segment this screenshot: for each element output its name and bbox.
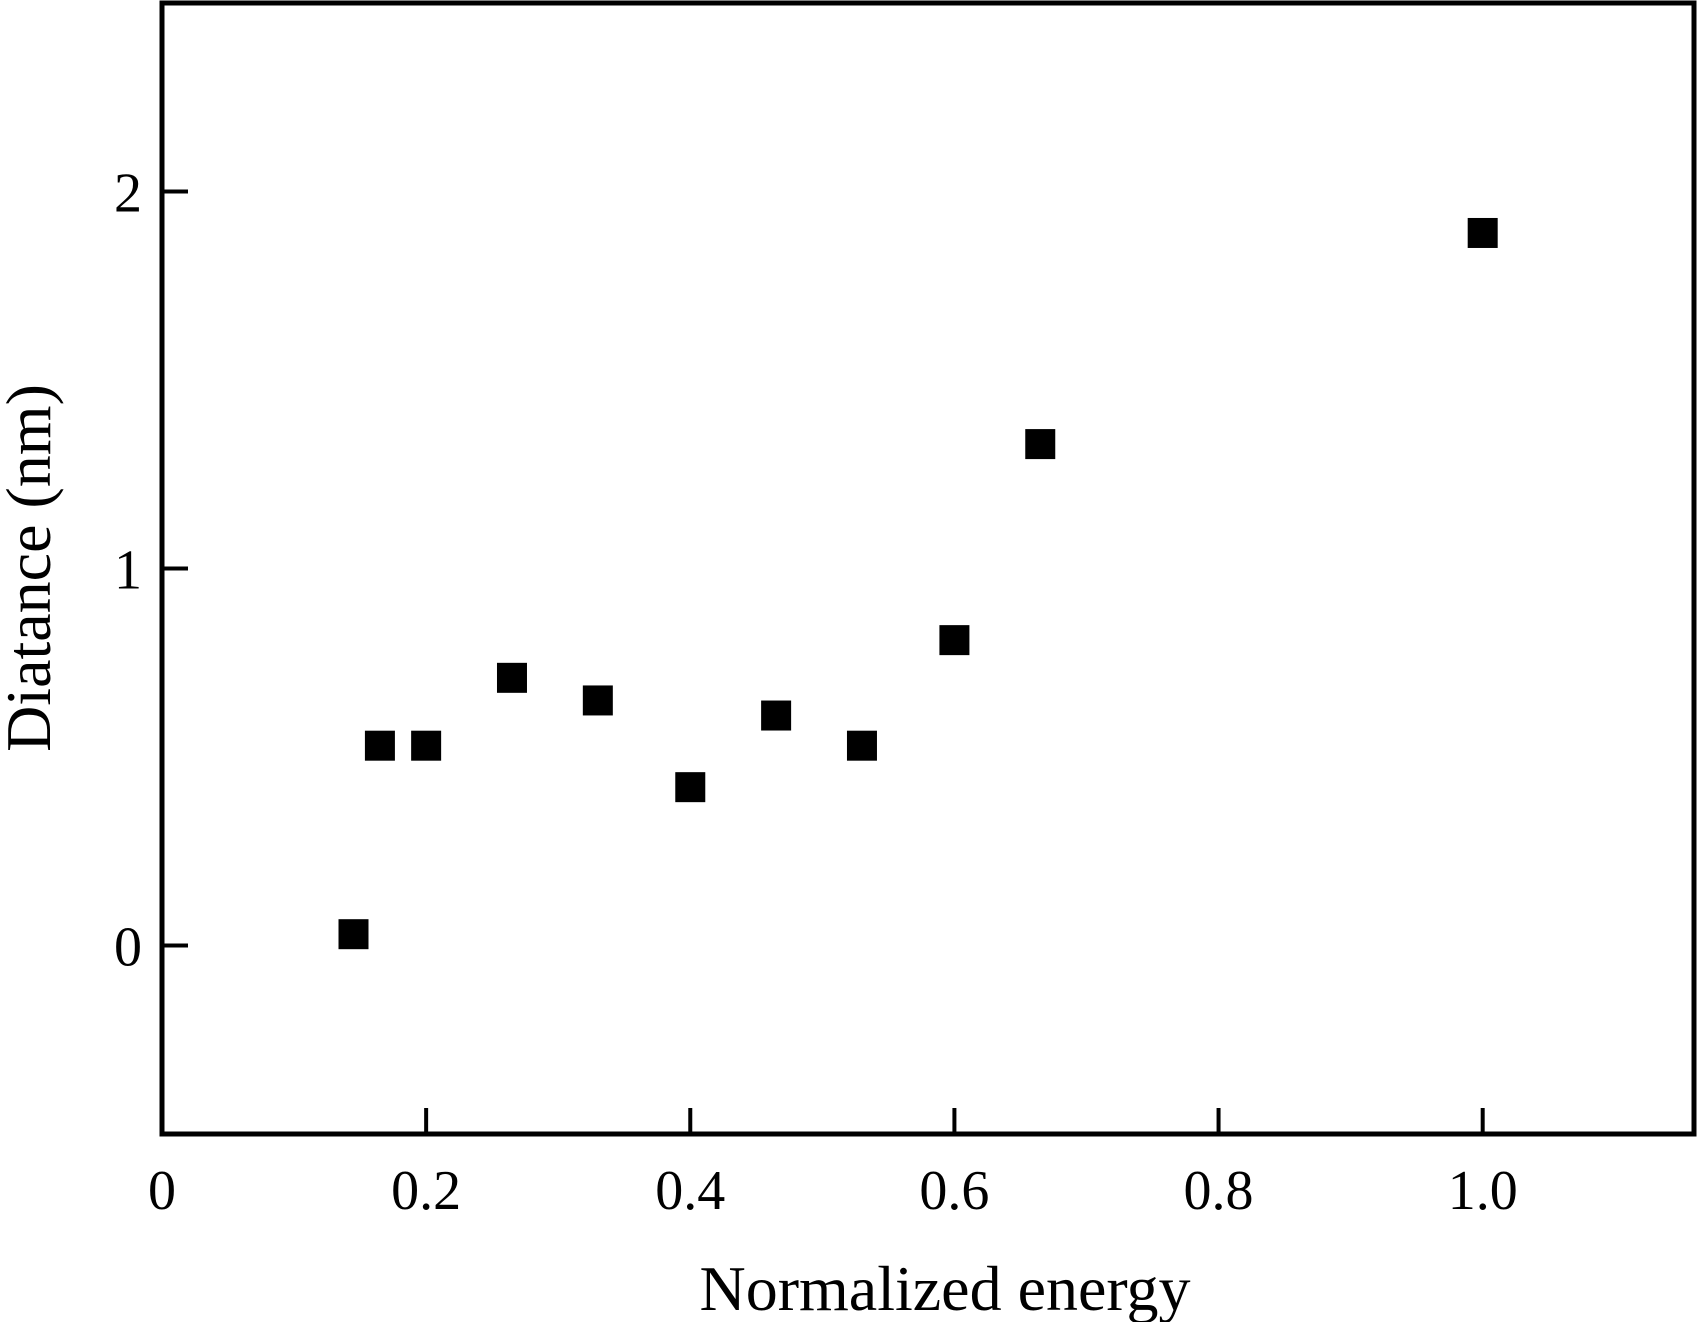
data-point [675,772,706,803]
data-point [338,919,369,950]
data-point [846,730,877,761]
data-point [761,700,792,731]
data-point [496,662,527,693]
data-points [338,217,1498,950]
y-tick-label: 1 [114,540,142,602]
y-axis-label: Diatance (nm) [0,384,64,752]
x-tick-label: 1.0 [1448,1160,1518,1222]
data-point [364,730,395,761]
data-point [582,685,613,716]
x-tick-label: 0.8 [1184,1160,1254,1222]
y-tick-label: 2 [114,163,142,225]
x-tick-label: 0 [148,1160,176,1222]
x-tick-label: 0.2 [391,1160,461,1222]
data-point [1025,429,1056,460]
data-point [939,625,970,656]
data-point [411,730,442,761]
x-tick-label: 0.4 [655,1160,725,1222]
y-axis: 0 1 2 [114,163,188,979]
plot-area [159,0,1697,1137]
data-point [1467,217,1498,248]
y-tick-label: 0 [114,917,142,979]
x-axis-label: Normalized energy [699,1253,1190,1322]
axis-frame [159,0,1697,1137]
x-tick-label: 0.6 [919,1160,989,1222]
x-axis: 0 0.2 0.4 0.6 0.8 1.0 [148,1108,1518,1222]
